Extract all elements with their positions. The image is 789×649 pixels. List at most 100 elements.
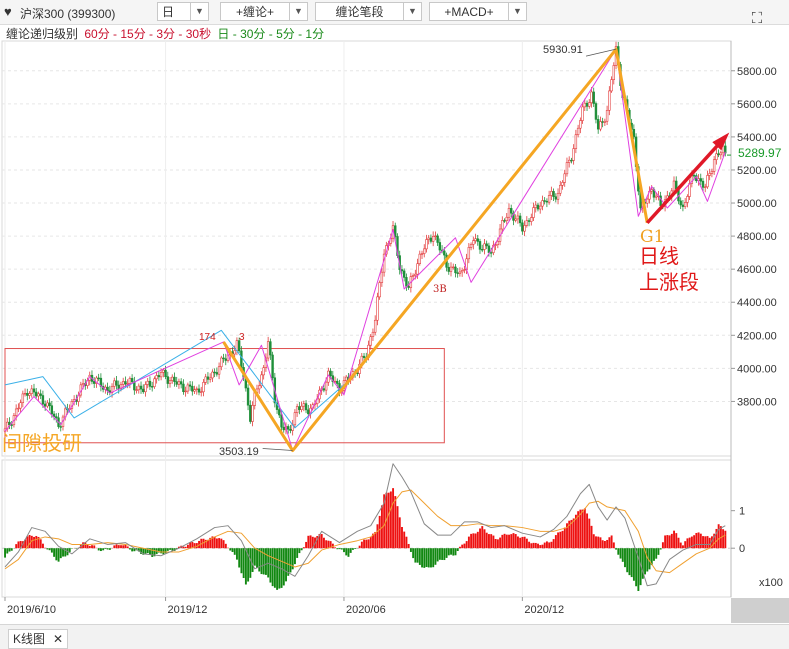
favorite-heart-icon[interactable]: ♥ [4, 4, 12, 19]
candle-body [501, 220, 503, 229]
macd-bar [562, 531, 564, 548]
candle-body [528, 221, 530, 222]
macd-bar [573, 518, 575, 548]
macd-bar [258, 548, 260, 571]
macd-bar [374, 532, 376, 548]
candle-body [709, 173, 711, 175]
macd-bar [185, 547, 187, 548]
candle-body [131, 378, 133, 381]
candle-body [461, 270, 463, 271]
candle-body [544, 201, 546, 202]
close-icon[interactable]: ✕ [53, 632, 63, 646]
macd-bar [276, 548, 278, 590]
candle-body [22, 394, 24, 403]
candle-body [434, 236, 436, 237]
macd-bar [426, 548, 428, 567]
fullscreen-icon[interactable]: ⛶ [746, 8, 768, 30]
candle-body [711, 171, 713, 173]
candle-body [20, 403, 22, 408]
macd-bar [722, 529, 724, 548]
candle-body [515, 219, 517, 220]
macd-bar [410, 548, 412, 552]
candle-body [325, 382, 327, 390]
candle-body [185, 391, 187, 392]
macd-bar [129, 548, 131, 549]
candle-body [127, 383, 129, 384]
candle-body [600, 122, 602, 129]
candle-body [240, 351, 242, 367]
candle-body [374, 320, 376, 332]
candle-body [613, 65, 615, 79]
macd-bar [624, 548, 626, 567]
macd-bar [499, 538, 501, 549]
macd-y-tick-label: 0 [739, 543, 745, 555]
macd-bar [397, 506, 399, 548]
macd-bar [390, 491, 392, 548]
chanlun-select[interactable]: +缠论+ ▼ [220, 2, 308, 21]
macd-bar [434, 548, 436, 565]
macd-bar [682, 545, 684, 548]
macd-bar [40, 539, 42, 548]
candle-body [535, 205, 537, 208]
macd-bar [350, 548, 352, 553]
macd-bar [162, 548, 164, 554]
candle-body [203, 382, 205, 391]
macd-bar [377, 524, 379, 548]
macd-bar [428, 548, 430, 567]
candle-body [93, 381, 95, 383]
candle-body [680, 201, 682, 205]
macd-bar [15, 544, 17, 548]
macd-bar [359, 546, 361, 549]
macd-bar [419, 548, 421, 565]
bipart-select[interactable]: 缠论笔段 ▼ [315, 2, 422, 21]
period-select[interactable]: 日 ▼ [157, 2, 209, 21]
macd-bar [655, 548, 657, 558]
candle-body [584, 103, 586, 107]
candle-body [530, 218, 532, 222]
macd-bar [301, 548, 303, 550]
candle-body [457, 273, 459, 274]
macd-bar [626, 548, 628, 572]
candle-body [477, 239, 479, 242]
macd-bar [539, 545, 541, 548]
macd-bar [680, 543, 682, 549]
macd-bar [450, 548, 452, 554]
candle-body [452, 267, 454, 268]
candle-body [633, 129, 635, 137]
candle-body [234, 350, 236, 354]
candle-body [263, 368, 265, 375]
macd-bar [700, 534, 702, 549]
macd-bar [548, 542, 550, 548]
y-tick-label: 5000.00 [737, 198, 777, 210]
macd-bar [187, 545, 189, 548]
candle-body [26, 393, 28, 395]
macd-bar [107, 548, 109, 549]
macd-bar [718, 524, 720, 548]
daily-up-label-2: 上涨段 [639, 271, 699, 295]
macd-bar [89, 546, 91, 548]
candle-body [517, 216, 519, 219]
x-tick-label: 2020/06 [346, 604, 386, 616]
candle-body [129, 378, 131, 383]
candle-body [559, 185, 561, 193]
macd-plot-frame [2, 460, 731, 597]
candle-body [439, 242, 441, 250]
y-tick-label: 5800.00 [737, 66, 777, 78]
candle-body [44, 404, 46, 406]
candle-body [142, 389, 144, 392]
macd-bar [421, 548, 423, 567]
macd-bar [620, 548, 622, 558]
candle-body [174, 377, 176, 382]
tab-kline[interactable]: K线图✕ [8, 629, 68, 649]
candle-body [588, 103, 590, 107]
candle-body [548, 195, 550, 202]
macd-select[interactable]: +MACD+ ▼ [429, 2, 527, 21]
macd-bar [553, 539, 555, 548]
macd-bar [455, 548, 457, 555]
macd-bar [611, 535, 613, 548]
candle-body [646, 199, 648, 203]
high-label: 5930.91 [543, 44, 583, 56]
macd-unit-label: x100 [759, 577, 783, 589]
macd-bar [559, 532, 561, 548]
